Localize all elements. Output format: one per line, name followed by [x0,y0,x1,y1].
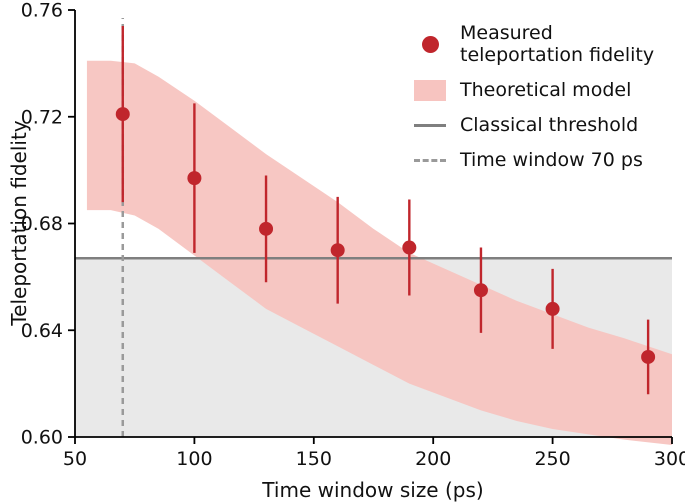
legend-label-measured: Measured teleportation fidelity [460,22,655,67]
x-tick-label: 200 [415,448,451,470]
data-point [259,221,274,236]
data-point [187,171,202,186]
y-axis-title: Teleportation fidelity [7,120,31,326]
legend-item-measured: Measured teleportation fidelity [413,22,665,66]
model-band-icon [413,79,447,101]
y-tick-label: 0.64 [21,320,63,342]
theoretical-model-band [86,60,672,446]
data-point [330,243,345,258]
legend: Measured teleportation fidelity Theoreti… [413,22,665,171]
x-tick-label: 50 [63,448,87,470]
x-tick-label: 250 [534,448,570,470]
data-point [402,240,417,255]
measured-point-icon [413,35,447,53]
data-point [641,349,656,364]
legend-label-window: Time window 70 ps [460,149,643,172]
y-tick-label: 0.72 [21,106,63,128]
y-tick-label: 0.76 [21,0,63,22]
data-point [115,107,130,122]
data-point [545,301,560,316]
y-tick-label: 0.68 [21,213,63,235]
y-tick-label: 0.60 [21,427,63,449]
x-tick-label: 150 [296,448,332,470]
legend-item-model: Theoretical model [413,79,665,101]
x-tick-label: 100 [176,448,212,470]
legend-label-model: Theoretical model [460,79,632,102]
legend-item-threshold: Classical threshold [413,114,665,136]
data-point [473,283,488,298]
legend-label-threshold: Classical threshold [460,114,639,137]
legend-item-window: Time window 70 ps [413,149,665,171]
x-tick-label: 300 [654,448,685,470]
threshold-line-icon [413,123,447,127]
dashed-line-icon [413,158,447,162]
x-axis-title: Time window size (ps) [262,478,484,502]
